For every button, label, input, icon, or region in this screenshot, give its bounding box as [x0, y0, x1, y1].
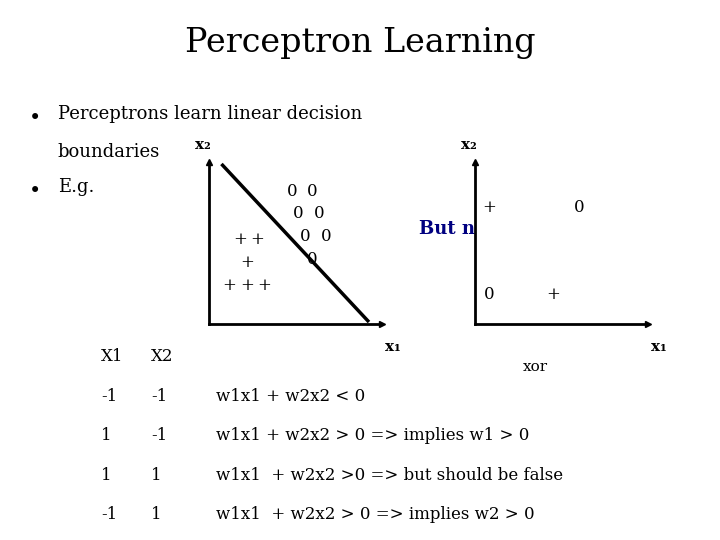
Text: 0: 0	[321, 228, 332, 245]
Text: x₂: x₂	[462, 138, 477, 152]
Text: -1: -1	[151, 427, 168, 444]
Text: 1: 1	[101, 427, 112, 444]
Text: X2: X2	[151, 348, 174, 365]
Text: 0: 0	[300, 228, 311, 245]
Text: xor: xor	[523, 360, 548, 374]
Text: 0: 0	[574, 199, 584, 216]
Text: 1: 1	[151, 467, 162, 483]
Text: -1: -1	[101, 388, 117, 404]
Text: 0: 0	[307, 251, 318, 268]
Text: 1: 1	[151, 506, 162, 523]
Text: +: +	[240, 276, 253, 294]
Text: +: +	[222, 276, 236, 294]
Text: •: •	[29, 108, 41, 128]
Text: x₁: x₁	[652, 340, 667, 354]
Text: Perceptrons learn linear decision: Perceptrons learn linear decision	[58, 105, 362, 123]
Text: •: •	[29, 181, 41, 201]
Text: x₁: x₁	[385, 340, 401, 354]
Text: 0: 0	[314, 205, 325, 222]
Text: +: +	[482, 199, 496, 216]
Text: +: +	[257, 276, 271, 294]
Text: 1: 1	[101, 467, 112, 483]
Text: 0: 0	[307, 183, 318, 200]
Text: x₂: x₂	[195, 138, 211, 152]
Text: +: +	[251, 231, 264, 248]
Text: w1x1  + w2x2 > 0 => implies w2 > 0: w1x1 + w2x2 > 0 => implies w2 > 0	[216, 506, 535, 523]
Text: 0: 0	[484, 286, 495, 303]
Text: E.g.: E.g.	[58, 178, 94, 196]
Text: -1: -1	[151, 388, 168, 404]
Text: -1: -1	[101, 506, 117, 523]
Text: +: +	[233, 231, 247, 248]
Text: 0: 0	[287, 183, 297, 200]
Text: w1x1 + w2x2 > 0 => implies w1 > 0: w1x1 + w2x2 > 0 => implies w1 > 0	[216, 427, 529, 444]
Text: w1x1  + w2x2 >0 => but should be false: w1x1 + w2x2 >0 => but should be false	[216, 467, 563, 483]
Text: +: +	[546, 286, 560, 303]
Text: boundaries: boundaries	[58, 143, 160, 161]
Text: But not: But not	[419, 220, 495, 239]
Text: +: +	[240, 254, 253, 271]
Text: w1x1 + w2x2 < 0: w1x1 + w2x2 < 0	[216, 388, 365, 404]
Text: Perceptron Learning: Perceptron Learning	[185, 27, 535, 59]
Text: X1: X1	[101, 348, 123, 365]
Text: 0: 0	[293, 205, 304, 222]
